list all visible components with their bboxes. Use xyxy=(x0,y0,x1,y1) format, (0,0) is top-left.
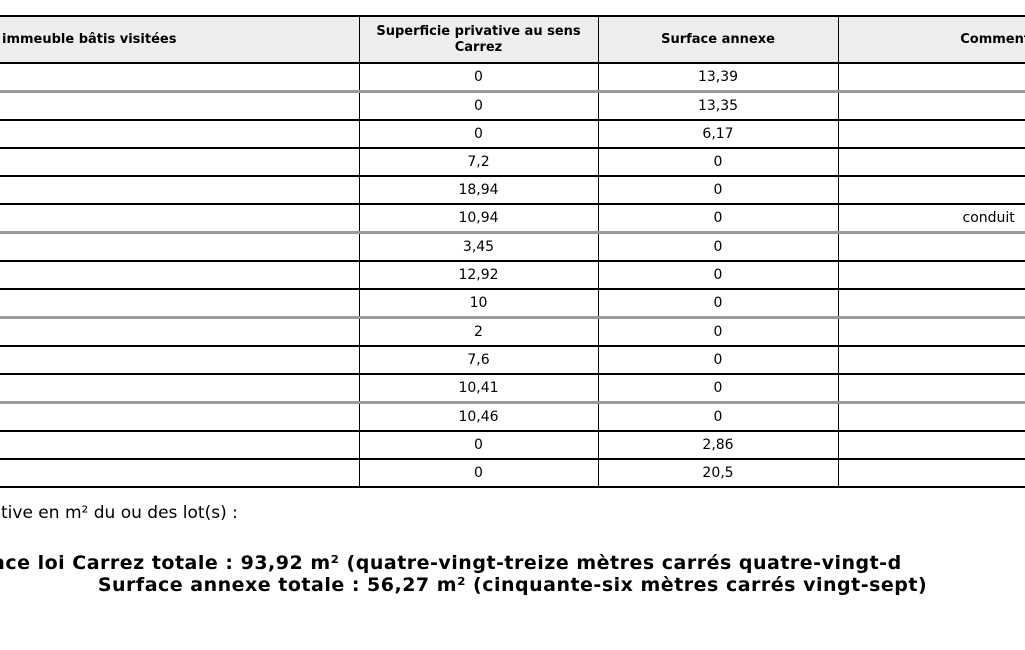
table-row: 10,46 0 xyxy=(0,402,1025,432)
cell-designation xyxy=(0,232,359,262)
cell-designation xyxy=(0,176,359,205)
cell-designation xyxy=(0,148,359,177)
cell-designation xyxy=(0,459,359,488)
cell-annexe: 0 xyxy=(597,402,838,432)
cell-commentaire xyxy=(837,346,1025,375)
cell-annexe: 20,5 xyxy=(597,459,838,488)
table-row: 10,41 0 xyxy=(0,374,1025,404)
table-row: 7,6 0 xyxy=(0,346,1025,375)
cell-carrez: 3,45 xyxy=(358,232,598,262)
table-row: 10 0 xyxy=(0,289,1025,319)
cell-commentaire xyxy=(837,120,1025,149)
table-row: 12,92 0 xyxy=(0,261,1025,290)
cell-designation xyxy=(0,204,359,234)
table-body: 0 13,39 0 13,35 0 6,17 7,2 0 xyxy=(0,63,1025,488)
cell-annexe: 13,35 xyxy=(597,91,838,121)
table-row: 3,45 0 xyxy=(0,232,1025,262)
cell-commentaire xyxy=(837,63,1025,93)
cell-annexe: 13,39 xyxy=(597,63,838,93)
cell-carrez: 10,94 xyxy=(358,204,598,234)
cell-annexe: 0 xyxy=(597,374,838,404)
cell-commentaire xyxy=(837,431,1025,460)
cell-designation xyxy=(0,120,359,149)
table-row: 0 13,39 xyxy=(0,63,1025,93)
cell-carrez: 0 xyxy=(358,91,598,121)
table-row: 0 6,17 xyxy=(0,120,1025,149)
table-row: 2 0 xyxy=(0,317,1025,347)
cell-commentaire xyxy=(837,459,1025,488)
cell-carrez: 10,46 xyxy=(358,402,598,432)
cell-carrez: 0 xyxy=(358,459,598,488)
cell-commentaire xyxy=(837,148,1025,177)
column-header-annexe: Surface annexe xyxy=(597,16,838,64)
table-header-row: immeuble bâtis visitées Superficie priva… xyxy=(0,16,1025,64)
table-row: 10,94 0 conduit xyxy=(0,204,1025,234)
cell-commentaire xyxy=(837,317,1025,347)
cell-commentaire: conduit xyxy=(837,204,1025,234)
cell-annexe: 0 xyxy=(597,232,838,262)
column-header-carrez: Superficie privative au sens Carrez xyxy=(358,16,598,64)
cell-carrez: 10,41 xyxy=(358,374,598,404)
cell-annexe: 0 xyxy=(597,148,838,177)
cell-carrez: 0 xyxy=(358,431,598,460)
column-header-commentaires: Commentaires xyxy=(837,16,1025,64)
cell-annexe: 2,86 xyxy=(597,431,838,460)
cell-carrez: 10 xyxy=(358,289,598,319)
cell-designation xyxy=(0,374,359,404)
cell-commentaire xyxy=(837,261,1025,290)
surfaces-table: immeuble bâtis visitées Superficie priva… xyxy=(0,15,1025,488)
cell-annexe: 0 xyxy=(597,261,838,290)
table-row: 7,2 0 xyxy=(0,148,1025,177)
superficie-privative-intro: tive en m² du ou des lot(s) : xyxy=(1,503,238,523)
cell-commentaire xyxy=(837,232,1025,262)
column-header-designation: immeuble bâtis visitées xyxy=(0,16,359,64)
cell-commentaire xyxy=(837,402,1025,432)
cell-designation xyxy=(0,346,359,375)
cell-commentaire xyxy=(837,289,1025,319)
cell-annexe: 0 xyxy=(597,346,838,375)
table-row: 18,94 0 xyxy=(0,176,1025,205)
table-row: 0 20,5 xyxy=(0,459,1025,488)
cell-commentaire xyxy=(837,176,1025,205)
cell-carrez: 7,6 xyxy=(358,346,598,375)
cell-carrez: 7,2 xyxy=(358,148,598,177)
cell-designation xyxy=(0,63,359,93)
cell-commentaire xyxy=(837,91,1025,121)
cell-designation xyxy=(0,402,359,432)
cell-annexe: 0 xyxy=(597,289,838,319)
cell-annexe: 0 xyxy=(597,317,838,347)
total-surface-annexe-line: Surface annexe totale : 56,27 m² (cinqua… xyxy=(97,574,928,596)
totals-block: ace loi Carrez totale : 93,92 m² (quatre… xyxy=(0,552,1025,596)
cell-designation xyxy=(0,289,359,319)
cell-carrez: 2 xyxy=(358,317,598,347)
cell-annexe: 0 xyxy=(597,176,838,205)
cell-carrez: 0 xyxy=(358,120,598,149)
table-row: 0 2,86 xyxy=(0,431,1025,460)
cell-designation xyxy=(0,317,359,347)
cell-designation xyxy=(0,91,359,121)
cell-designation xyxy=(0,431,359,460)
total-loi-carrez-line: ace loi Carrez totale : 93,92 m² (quatre… xyxy=(0,552,902,574)
cell-carrez: 12,92 xyxy=(358,261,598,290)
cell-carrez: 0 xyxy=(358,63,598,93)
cell-designation xyxy=(0,261,359,290)
cell-annexe: 0 xyxy=(597,204,838,234)
cell-carrez: 18,94 xyxy=(358,176,598,205)
cell-annexe: 6,17 xyxy=(597,120,838,149)
table-row: 0 13,35 xyxy=(0,91,1025,121)
cell-commentaire xyxy=(837,374,1025,404)
